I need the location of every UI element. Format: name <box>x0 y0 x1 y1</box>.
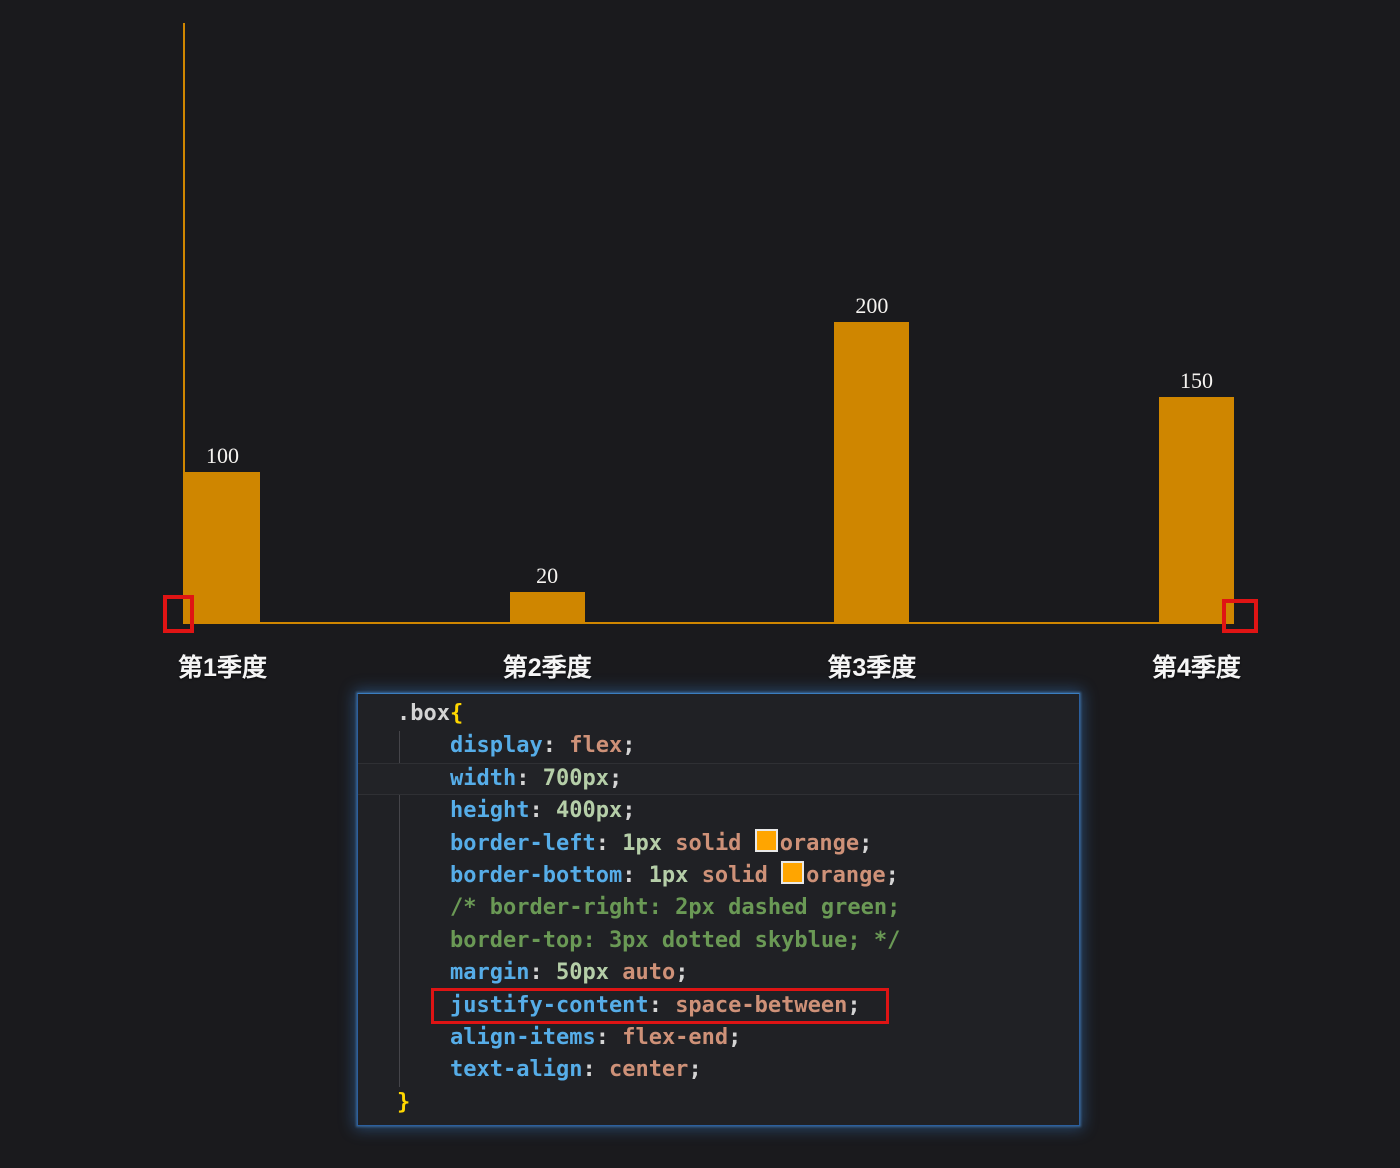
corner-highlight-right-icon <box>1222 599 1258 633</box>
code-token-plain <box>609 960 622 985</box>
code-line: border-top: 3px dotted skyblue; */ <box>358 925 1079 957</box>
code-token-num: 50px <box>555 960 609 986</box>
code-line: border-left: 1px solid orange; <box>358 828 1079 860</box>
code-token-prop: display <box>450 733 543 759</box>
bar-rect <box>1158 397 1234 622</box>
code-line: display: flex; <box>358 730 1079 762</box>
code-line: height: 400px; <box>358 795 1079 827</box>
bar-rect <box>509 592 585 622</box>
code-token-sel: .box <box>397 701 450 726</box>
code-token-comment: /* border-right: 2px dashed green; <box>450 895 901 921</box>
code-token-num: 400px <box>555 798 623 824</box>
bar-value: 100 <box>206 443 239 468</box>
code-line: text-align: center; <box>358 1054 1079 1086</box>
corner-highlight-left-icon <box>163 595 194 633</box>
color-swatch-icon <box>754 828 778 852</box>
code-line: margin: 50px auto; <box>358 957 1079 989</box>
code-token-punc: : <box>542 733 570 759</box>
code-token-val: solid <box>675 830 755 856</box>
code-token-prop: align-items <box>450 1024 596 1050</box>
bar-item: 150 第4季度 <box>1152 368 1241 683</box>
code-token-val: solid <box>701 862 782 888</box>
code-token-prop: margin <box>450 960 530 986</box>
bar-item: 20 第2季度 <box>503 563 592 683</box>
code-token-prop: width <box>450 765 517 791</box>
bar-rect <box>185 472 260 622</box>
bar-value: 150 <box>1179 368 1213 393</box>
code-token-punc: ; <box>622 733 636 759</box>
code-token-punc: ; <box>622 798 636 824</box>
code-token-plain <box>688 863 701 888</box>
code-token-num: 1px <box>622 830 662 856</box>
bar-label: 第2季度 <box>502 654 592 682</box>
code-token-punc: ; <box>885 862 899 888</box>
code-token-prop: justify-content <box>450 992 649 1018</box>
code-token-num: 1px <box>648 862 689 888</box>
code-token-brace: } <box>397 1089 411 1115</box>
code-token-punc: : <box>648 992 676 1018</box>
flex-demo-box: 100 第1季度 20 第2季度 200 第3季度 150 第4季度 <box>178 23 1241 683</box>
code-line: width: 700px; <box>358 762 1079 796</box>
code-token-punc: : <box>529 798 556 824</box>
code-token-prop: border-left <box>450 830 596 856</box>
code-line: /* border-right: 2px dashed green; <box>358 892 1079 924</box>
code-token-punc: : <box>529 960 556 986</box>
code-token-punc: ; <box>847 992 861 1018</box>
code-line: align-items: flex-end; <box>358 1022 1079 1054</box>
code-panel: .box{display: flex; width: 700px; height: … <box>357 693 1080 1126</box>
code-lines-container: .box{display: flex; width: 700px; height: … <box>358 698 1079 1119</box>
code-token-val: orange <box>779 830 860 856</box>
code-line: justify-content: space-between; <box>358 987 1079 1024</box>
bar-value: 200 <box>855 293 889 318</box>
bar-rect <box>834 322 910 622</box>
code-token-num: 700px <box>542 765 609 791</box>
code-token-val: orange <box>806 862 886 888</box>
code-line: .box{ <box>358 698 1079 730</box>
code-token-punc: : <box>516 765 543 791</box>
code-token-punc: ; <box>675 960 689 986</box>
code-token-punc: : <box>582 1057 609 1083</box>
code-token-punc: ; <box>728 1024 742 1050</box>
code-token-punc: : <box>622 862 649 888</box>
code-token-val: auto <box>622 960 676 986</box>
code-token-val: center <box>608 1057 689 1083</box>
code-token-prop: border-bottom <box>450 862 623 888</box>
bar-item: 200 第3季度 <box>827 293 916 683</box>
code-token-punc: ; <box>859 830 873 856</box>
code-token-punc: : <box>595 830 623 856</box>
bar-label: 第1季度 <box>178 654 267 682</box>
bar-item: 100 第1季度 <box>178 443 267 683</box>
code-token-val: flex-end <box>622 1024 729 1050</box>
code-token-val: space-between <box>675 992 848 1018</box>
code-token-punc: ; <box>608 765 623 791</box>
color-swatch-icon <box>781 860 805 884</box>
indent-guide <box>399 731 400 1087</box>
bar-value: 20 <box>536 563 559 588</box>
code-token-plain <box>662 831 675 856</box>
code-token-prop: text-align <box>450 1057 583 1083</box>
code-line: border-bottom: 1px solid orange; <box>358 860 1079 892</box>
bar-label: 第3季度 <box>827 654 917 682</box>
code-line: } <box>358 1087 1079 1119</box>
code-token-punc: : <box>595 1024 623 1050</box>
bar-label: 第4季度 <box>1152 654 1241 682</box>
code-token-comment: border-top: 3px dotted skyblue; */ <box>450 927 901 953</box>
code-token-brace: { <box>449 701 464 726</box>
code-token-prop: height <box>450 798 530 824</box>
code-token-val: flex <box>569 733 623 759</box>
code-token-punc: ; <box>688 1057 702 1083</box>
